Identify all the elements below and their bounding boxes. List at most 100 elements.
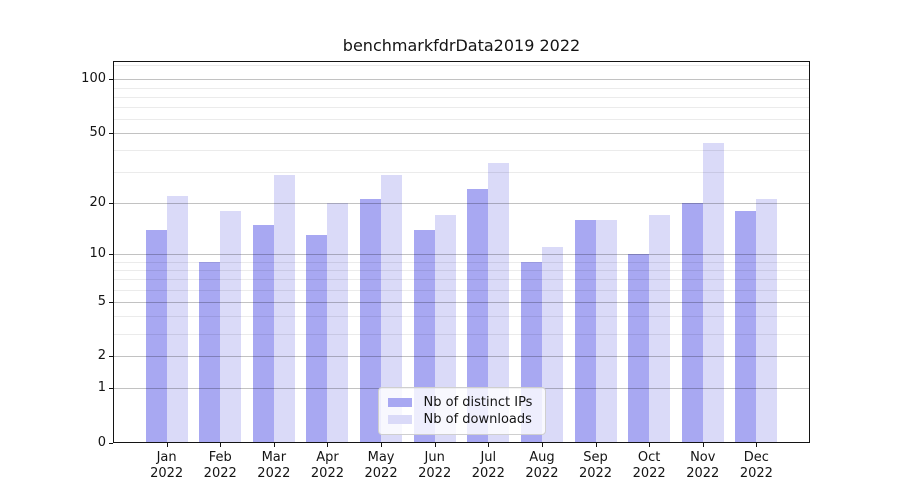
bar-distinct-ips-may <box>360 199 382 443</box>
legend-item-downloads: Nb of downloads <box>387 411 536 428</box>
x-tick-year: 2022 <box>578 466 613 481</box>
x-tick-year: 2022 <box>203 466 237 481</box>
legend-label-distinct-ips: Nb of distinct IPs <box>423 395 533 410</box>
x-tick-mark <box>702 443 704 447</box>
x-tick-year: 2022 <box>310 466 344 481</box>
bar-distinct-ips-jan <box>145 229 167 443</box>
x-tick-mark <box>166 443 168 447</box>
x-tick-month: Nov <box>690 450 716 465</box>
y-tick-mark <box>109 254 113 256</box>
bar-downloads-oct <box>649 215 671 443</box>
x-tick-label-sep: Sep 2022 <box>564 450 628 482</box>
x-tick-year: 2022 <box>739 466 773 481</box>
x-tick-year: 2022 <box>471 466 505 481</box>
bar-downloads-nov <box>702 143 724 443</box>
x-tick-label-dec: Dec 2022 <box>724 450 788 482</box>
x-tick-label-oct: Oct 2022 <box>617 450 681 482</box>
x-tick-mark <box>756 443 758 447</box>
y-tick-label: 5 <box>97 293 106 309</box>
x-tick-mark <box>327 443 329 447</box>
x-tick-month: May <box>367 450 395 465</box>
major-gridline <box>113 301 810 303</box>
x-tick-label-jan: Jan 2022 <box>135 450 199 482</box>
x-tick-mark <box>381 443 383 447</box>
bar-downloads-mar <box>273 175 295 443</box>
y-tick-label: 100 <box>81 71 106 87</box>
major-gridline <box>113 254 810 256</box>
minor-gridline <box>113 289 810 291</box>
x-tick-year: 2022 <box>150 466 184 481</box>
bar-distinct-ips-feb <box>199 261 221 443</box>
y-tick-mark <box>109 133 113 135</box>
minor-gridline <box>113 96 810 98</box>
bar-downloads-apr <box>327 203 349 443</box>
x-tick-year: 2022 <box>686 466 720 481</box>
bar-downloads-jun <box>434 215 456 443</box>
x-tick-label-feb: Feb 2022 <box>188 450 252 482</box>
y-tick-label: 0 <box>97 435 106 450</box>
bar-distinct-ips-apr <box>306 235 328 443</box>
x-tick-month: Mar <box>261 450 287 465</box>
x-tick-month: Aug <box>529 450 555 465</box>
x-tick-month: Jun <box>424 450 445 465</box>
legend: Nb of distinct IPs Nb of downloads <box>377 387 546 435</box>
legend-item-distinct-ips: Nb of distinct IPs <box>387 394 536 411</box>
legend-label-downloads: Nb of downloads <box>423 412 532 427</box>
minor-gridline <box>113 107 810 109</box>
bar-downloads-feb <box>220 210 242 443</box>
x-tick-label-jun: Jun 2022 <box>403 450 467 482</box>
y-tick-label: 10 <box>89 246 106 262</box>
minor-gridline <box>113 87 810 89</box>
major-gridline <box>113 356 810 358</box>
x-tick-mark <box>595 443 597 447</box>
x-tick-month: Dec <box>743 450 769 465</box>
x-tick-year: 2022 <box>632 466 666 481</box>
legend-swatch-distinct-ips <box>387 398 412 407</box>
bar-downloads-sep <box>595 219 617 443</box>
y-tick-mark <box>109 301 113 303</box>
chart-title: benchmarkfdrData2019 2022 <box>342 36 581 55</box>
plot-area: Nb of distinct IPs Nb of downloads <box>113 61 810 443</box>
bar-distinct-ips-dec <box>735 210 757 443</box>
legend-swatch-downloads <box>387 415 412 424</box>
minor-gridline <box>113 269 810 271</box>
x-tick-month: Jan <box>156 450 177 465</box>
x-tick-month: Jul <box>480 450 497 465</box>
x-tick-label-apr: Apr 2022 <box>295 450 359 482</box>
x-tick-mark <box>541 443 543 447</box>
x-tick-month: Oct <box>637 450 661 465</box>
minor-gridline <box>113 65 810 67</box>
bar-distinct-ips-sep <box>574 219 596 443</box>
minor-gridline <box>113 150 810 152</box>
x-tick-month: Apr <box>316 450 339 465</box>
y-tick-label: 1 <box>97 380 106 396</box>
x-tick-mark <box>273 443 275 447</box>
x-tick-month: Feb <box>208 450 232 465</box>
bar-downloads-jan <box>166 195 188 443</box>
bar-downloads-jul <box>488 162 510 443</box>
major-gridline <box>113 133 810 135</box>
y-tick-mark <box>109 443 113 444</box>
bar-distinct-ips-mar <box>252 224 274 443</box>
y-tick-mark <box>109 388 113 390</box>
minor-gridline <box>113 333 810 335</box>
x-tick-month: Sep <box>583 450 608 465</box>
y-tick-mark <box>109 203 113 205</box>
x-tick-label-may: May 2022 <box>349 450 413 482</box>
bar-distinct-ips-jul <box>467 189 489 443</box>
minor-gridline <box>113 119 810 121</box>
x-tick-mark <box>649 443 651 447</box>
x-tick-mark <box>488 443 490 447</box>
x-tick-label-jul: Jul 2022 <box>456 450 520 482</box>
x-tick-label-mar: Mar 2022 <box>242 450 306 482</box>
minor-gridline <box>113 172 810 174</box>
y-tick-label: 2 <box>97 348 106 364</box>
y-tick-label: 20 <box>89 195 106 211</box>
x-tick-year: 2022 <box>364 466 398 481</box>
major-gridline <box>113 203 810 205</box>
x-tick-mark <box>434 443 436 447</box>
bar-distinct-ips-nov <box>681 203 703 443</box>
y-tick-mark <box>109 79 113 81</box>
bar-downloads-aug <box>541 247 563 443</box>
